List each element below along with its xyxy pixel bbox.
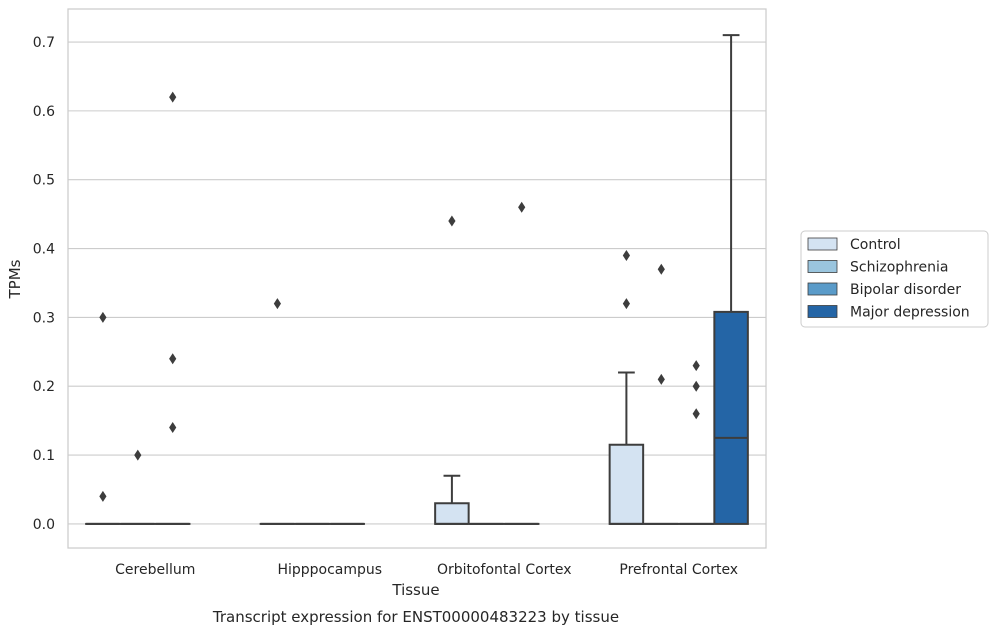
- y-tick-label: 0.3: [33, 310, 55, 326]
- outlier-point: [692, 360, 700, 372]
- outlier-point: [169, 353, 177, 365]
- x-tick-label: Cerebellum: [115, 562, 195, 578]
- box: [434, 502, 470, 525]
- y-tick-label: 0.5: [33, 173, 55, 189]
- outlier-point: [169, 422, 177, 434]
- x-tick-labels: Cerebellum Hipppocampus Orbitofontal Corte…: [115, 562, 738, 578]
- outlier-point: [169, 91, 177, 103]
- outlier-point: [657, 373, 665, 385]
- box: [608, 443, 645, 525]
- plot-frame: [67, 8, 767, 549]
- box: [713, 310, 749, 525]
- legend-swatch: [807, 305, 838, 318]
- outlier-point: [622, 249, 630, 261]
- outlier-point: [273, 298, 281, 310]
- y-axis-label: TPMs: [6, 259, 24, 299]
- outlier-point: [622, 298, 630, 310]
- legend-label: Schizophrenia: [850, 260, 948, 276]
- legend-frame: [800, 230, 989, 328]
- y-tick-labels: 0.0 0.1 0.2 0.3 0.4 0.5 0.6 0.7: [33, 35, 55, 533]
- chart-caption: Transcript expression for ENST0000048322…: [212, 608, 619, 626]
- outlier-point: [99, 490, 107, 502]
- outlier-point: [134, 449, 142, 461]
- y-tick-label: 0.7: [33, 35, 55, 51]
- x-axis-label: Tissue: [391, 581, 439, 599]
- legend: Control Schizophrenia Bipolar disorder Majo…: [800, 230, 989, 328]
- outlier-point: [657, 263, 665, 275]
- legend-label: Control: [850, 237, 901, 253]
- outlier-point: [99, 311, 107, 323]
- y-tick-label: 0.0: [33, 517, 55, 533]
- legend-swatch: [807, 237, 838, 251]
- y-tick-label: 0.6: [33, 104, 55, 120]
- legend-swatch: [807, 282, 838, 296]
- y-tick-label: 0.2: [33, 379, 55, 395]
- legend-swatch: [807, 260, 838, 273]
- outlier-point: [448, 215, 456, 227]
- y-tick-label: 0.1: [33, 448, 55, 464]
- legend-label: Major depression: [850, 305, 970, 321]
- x-tick-label: Prefrontal Cortex: [619, 562, 738, 578]
- boxes: [85, 34, 749, 525]
- x-tick-label: Hipppocampus: [277, 562, 382, 578]
- legend-label: Bipolar disorder: [850, 282, 961, 298]
- outlier-point: [518, 201, 526, 213]
- y-tick-label: 0.4: [33, 242, 55, 258]
- gridlines: [68, 41, 766, 525]
- outlier-point: [692, 408, 700, 420]
- outlier-point: [692, 380, 700, 392]
- x-tick-label: Orbitofontal Cortex: [437, 562, 572, 578]
